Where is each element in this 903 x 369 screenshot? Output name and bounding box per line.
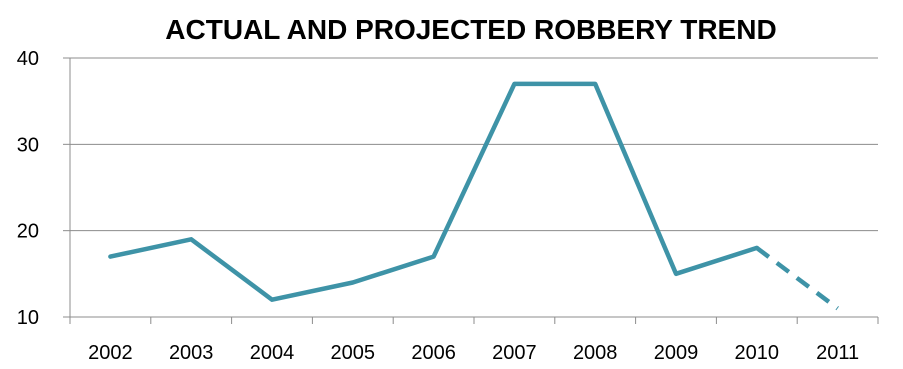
x-tick-label: 2006 (411, 342, 456, 364)
x-tick-label: 2005 (331, 342, 376, 364)
x-tick-label: 2009 (654, 342, 699, 364)
x-tick-label: 2008 (573, 342, 618, 364)
series-lines (108, 81, 839, 311)
x-tick-label: 2002 (88, 342, 133, 364)
axes (63, 57, 879, 324)
y-tick-label: 20 (17, 221, 39, 243)
chart-title: ACTUAL AND PROJECTED ROBBERY TREND (165, 14, 777, 45)
actual-trend-line (108, 81, 760, 302)
x-tick-label: 2007 (492, 342, 537, 364)
x-tick-label: 2004 (250, 342, 295, 364)
tick-labels: 10 20 30 40 2002 2003 2004 2005 2006 2007 2008 2009… (17, 48, 859, 364)
x-tick-label: 2011 (816, 342, 859, 364)
y-tick-label: 40 (17, 48, 39, 70)
projected-trend-line (755, 246, 839, 311)
x-tick-label: 2003 (169, 342, 214, 364)
x-tick-label: 2010 (735, 342, 780, 364)
y-tick-label: 30 (17, 134, 39, 156)
grid-lines (70, 57, 878, 318)
y-tick-label: 10 (17, 307, 39, 329)
